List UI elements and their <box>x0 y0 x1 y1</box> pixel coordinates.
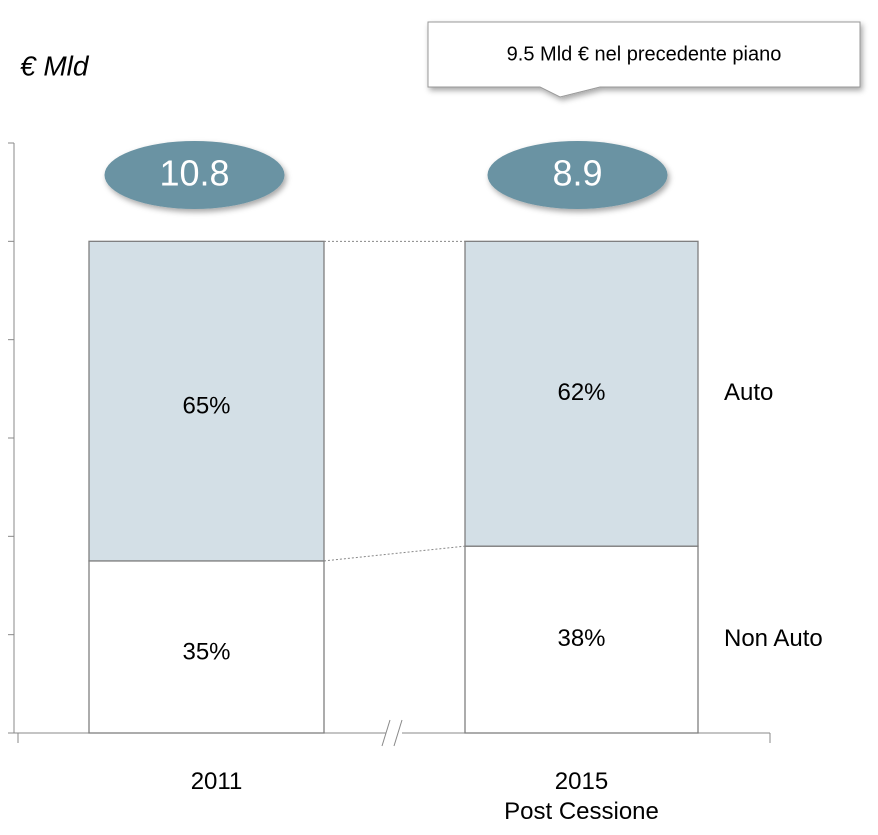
x-tick-label: 2015 Post Cessione <box>504 768 659 825</box>
total-bubble <box>487 141 668 209</box>
value-label: 65% <box>182 392 230 419</box>
legend-label: Non Auto <box>724 625 823 652</box>
value-label: 62% <box>557 379 605 406</box>
bar-segment <box>88 240 325 562</box>
bar-segment <box>464 545 699 734</box>
bar-segment <box>464 240 699 547</box>
axis-break <box>381 719 391 747</box>
legend-label: Auto <box>724 379 773 406</box>
total-label: 10.8 <box>159 153 229 194</box>
total-label: 8.9 <box>552 153 602 194</box>
axis-break-gap <box>386 722 402 744</box>
connector <box>323 545 466 562</box>
callout-box <box>427 21 861 98</box>
callout-text: 9.5 Mld € nel precedente piano <box>507 43 782 65</box>
axis-break <box>393 719 403 747</box>
total-bubble <box>104 141 285 209</box>
value-label: 35% <box>182 638 230 665</box>
bar-segment <box>88 560 325 734</box>
value-label: 38% <box>557 625 605 652</box>
unit-label: € Mld <box>20 50 90 81</box>
x-tick-label: 2011 <box>190 768 243 795</box>
